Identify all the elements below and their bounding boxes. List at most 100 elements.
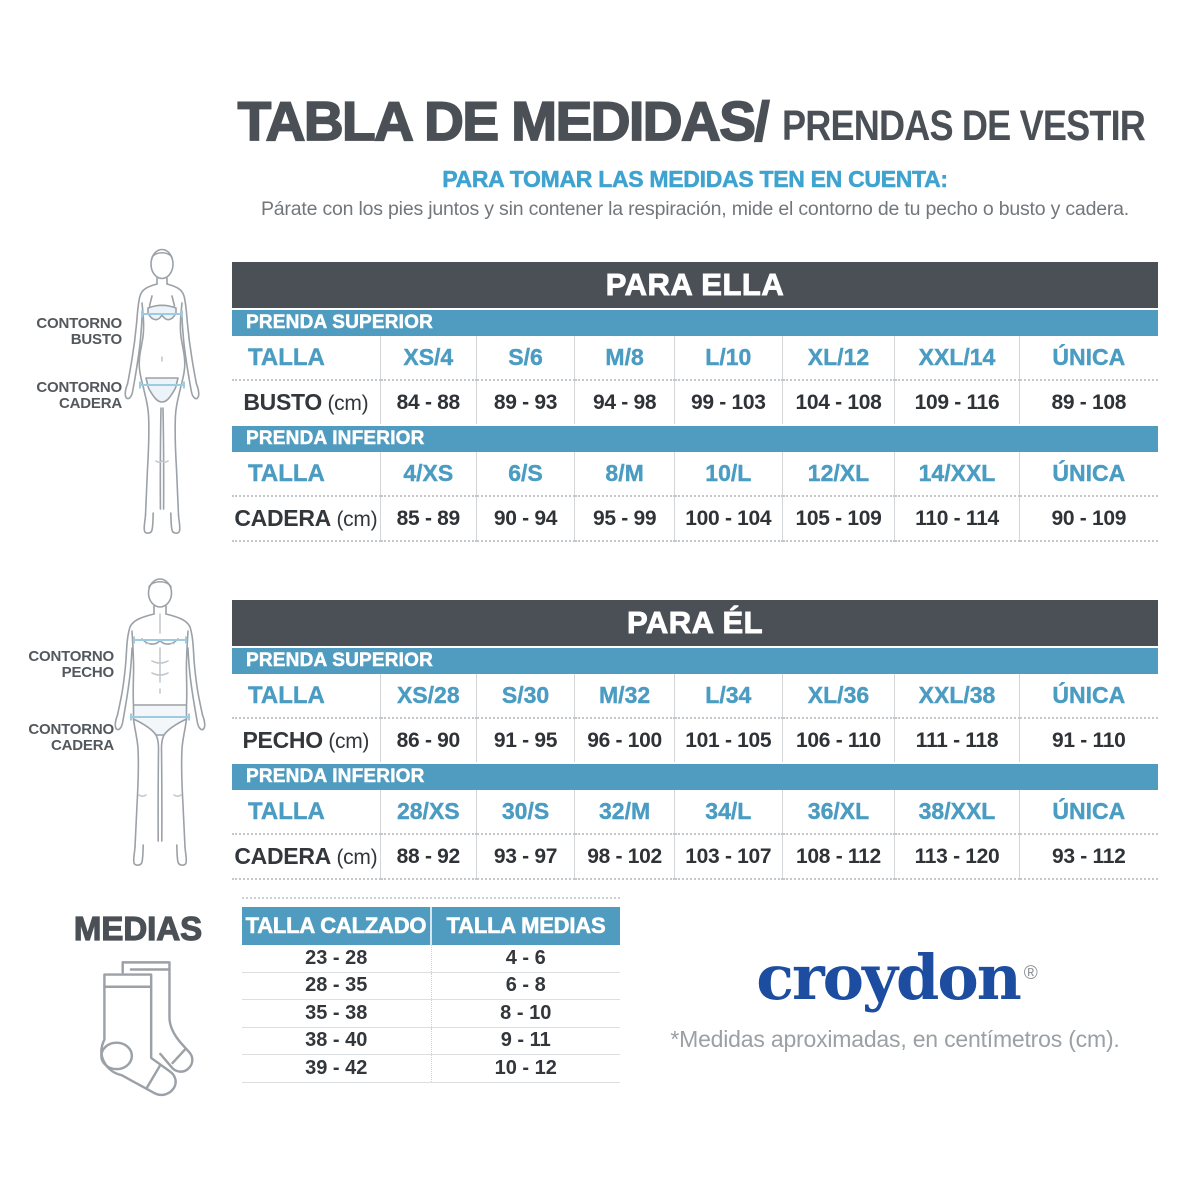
medias-row: 28 - 35 6 - 8	[242, 972, 621, 1000]
size-cell: 28/XS	[379, 790, 477, 835]
measure-unit: (cm)	[330, 508, 378, 531]
section-band-ella-0: PRENDA SUPERIOR	[232, 310, 1158, 336]
measure-value-cell: 110 - 114	[894, 496, 1020, 542]
page-header: TABLA DE MEDIDAS/ PRENDAS DE VESTIR PARA…	[195, 89, 1195, 221]
size-table-para-el: PARA ÉL PRENDA SUPERIOR TALLA XS/28 S/30 M/32…	[232, 600, 1158, 880]
figure-label-line: CONTORNO	[28, 648, 114, 665]
page-title: TABLA DE MEDIDAS/ PRENDAS DE VESTIR	[195, 89, 1195, 153]
medias-cell: 35 - 38	[305, 1001, 368, 1024]
size-cell: M/8	[574, 336, 675, 381]
size-header-row: TALLA XS/4 S/6 M/8 L/10 XL/12 XXL/14 ÚNICA	[232, 336, 1158, 381]
medias-cell: 6 - 8	[430, 972, 621, 999]
male-figure-illustration	[114, 578, 206, 866]
measure-value-cell: 90 - 94	[475, 496, 575, 542]
measure-value-cell: 95 - 99	[574, 496, 675, 542]
medias-cell: 9 - 11	[430, 1027, 621, 1054]
medias-cell: 39 - 42	[305, 1056, 368, 1079]
measure-name: CADERA	[234, 843, 331, 869]
figure-label-line: CONTORNO	[28, 721, 114, 738]
size-cell: ÚNICA	[1018, 336, 1158, 381]
medias-table-body: 23 - 28 4 - 6 28 - 35 6 - 8 35 - 38 8 - 10 38 …	[242, 945, 620, 1083]
figure-label-line: CADERA	[51, 736, 114, 754]
size-cell: 10/L	[674, 452, 782, 497]
measurements-note: *Medidas aproximadas, en centímetros (cm…	[670, 1026, 1120, 1052]
size-header-row: TALLA 28/XS 30/S 32/M 34/L 36/XL 38/XXL ÚNICA	[232, 790, 1158, 835]
measuring-tip-heading: PARA TOMAR LAS MEDIDAS TEN EN CUENTA:	[442, 166, 948, 193]
size-cell: L/10	[674, 336, 782, 381]
medias-cell: 23 - 28	[305, 946, 368, 969]
measure-row: CADERA (cm) 88 - 92 93 - 97 98 - 102 103 - 1…	[232, 834, 1158, 880]
measure-value-cell: 94 - 98	[574, 380, 675, 424]
size-table-para-ella: PARA ELLA PRENDA SUPERIOR TALLA XS/4 S/6 M/8 L…	[232, 262, 1158, 542]
figure-label-line: CONTORNO	[36, 315, 122, 332]
size-cell: ÚNICA	[1018, 674, 1158, 719]
registered-trademark-icon: ®	[1023, 963, 1038, 984]
size-cell: XXL/38	[894, 674, 1020, 719]
size-grid-el-0: TALLA XS/28 S/30 M/32 L/34 XL/36 XXL/38 ÚNICA PE…	[232, 674, 1158, 762]
size-label-cell: TALLA	[232, 790, 381, 835]
measure-name: BUSTO	[243, 389, 322, 415]
size-label-cell: TALLA	[232, 674, 381, 719]
measure-row: PECHO (cm) 86 - 90 91 - 95 96 - 100 101 - 10…	[232, 718, 1158, 762]
measure-name: CADERA	[234, 505, 331, 531]
measure-value-cell: 105 - 109	[781, 496, 895, 542]
size-cell: XL/12	[781, 336, 895, 381]
medias-cell: 28 - 35	[305, 974, 368, 997]
measure-label-cell: CADERA (cm)	[232, 834, 381, 880]
size-cell: L/34	[674, 674, 782, 719]
measure-value-cell: 85 - 89	[379, 496, 477, 542]
measure-value-cell: 96 - 100	[574, 718, 675, 762]
measure-label-cell: PECHO (cm)	[232, 718, 380, 762]
size-cell: 32/M	[574, 790, 675, 835]
croydon-logo: croydon ®	[630, 946, 1160, 1010]
table-title-el: PARA ÉL	[232, 600, 1158, 646]
medias-title: MEDIAS	[73, 909, 203, 947]
label-contorno-busto: CONTORNO BUSTO	[36, 316, 122, 347]
size-cell: 12/XL	[781, 452, 895, 497]
medias-table-header: TALLA CALZADO TALLA MEDIAS	[242, 907, 620, 945]
measure-name: PECHO	[242, 727, 324, 753]
page-title-sub: PRENDAS DE VESTIR	[782, 102, 1146, 150]
size-cell: S/30	[475, 674, 575, 719]
measure-value-cell: 111 - 118	[894, 718, 1020, 762]
size-cell: XS/4	[379, 336, 477, 381]
size-label-cell: TALLA	[232, 452, 381, 497]
medias-row: 23 - 28 4 - 6	[242, 945, 620, 973]
size-grid-ella-1: TALLA 4/XS 6/S 8/M 10/L 12/XL 14/XXL ÚNICA CADER…	[232, 452, 1158, 542]
measure-unit: (cm)	[330, 846, 378, 869]
measure-value-cell: 84 - 88	[379, 380, 477, 424]
measure-value-cell: 108 - 112	[781, 834, 895, 880]
measure-unit: (cm)	[322, 730, 370, 753]
medias-top-divider	[242, 897, 620, 899]
section-band-el-0: PRENDA SUPERIOR	[232, 648, 1158, 674]
size-cell: M/32	[574, 674, 675, 719]
size-cell: 4/XS	[379, 452, 477, 497]
size-cell: 6/S	[475, 452, 575, 497]
size-cell: XXL/14	[894, 336, 1020, 381]
measure-value-cell: 101 - 105	[674, 718, 782, 762]
label-contorno-cadera-male: CONTORNO CADERA	[28, 722, 114, 753]
figure-label-line: BUSTO	[70, 330, 122, 348]
size-cell: S/6	[475, 336, 575, 381]
socks-icon	[100, 961, 194, 1097]
measure-value-cell: 88 - 92	[379, 834, 477, 880]
medias-column-header: TALLA MEDIAS	[430, 907, 620, 945]
size-cell: 38/XXL	[894, 790, 1020, 835]
measure-value-cell: 89 - 93	[475, 380, 575, 424]
figure-label-line: CADERA	[59, 394, 122, 412]
measure-value-cell: 99 - 103	[674, 380, 782, 424]
measure-value-cell: 100 - 104	[674, 496, 782, 542]
measure-row: CADERA (cm) 85 - 89 90 - 94 95 - 99 100 - 10…	[232, 496, 1158, 542]
measure-value-cell: 91 - 95	[475, 718, 575, 762]
measure-value-cell: 89 - 108	[1018, 380, 1158, 424]
size-cell: ÚNICA	[1018, 452, 1158, 497]
label-contorno-cadera-female: CONTORNO CADERA	[36, 380, 122, 411]
medias-size-table: TALLA CALZADO TALLA MEDIAS 23 - 28 4 - 6 28…	[242, 897, 620, 1083]
medias-cell: 38 - 40	[305, 1029, 368, 1052]
measure-value-cell: 90 - 109	[1018, 496, 1158, 542]
size-grid-el-1: TALLA 28/XS 30/S 32/M 34/L 36/XL 38/XXL ÚNICA CA…	[232, 790, 1158, 880]
table-title-ella: PARA ELLA	[232, 262, 1158, 308]
size-header-row: TALLA 4/XS 6/S 8/M 10/L 12/XL 14/XXL ÚNICA	[232, 452, 1158, 497]
label-contorno-pecho: CONTORNO PECHO	[28, 649, 114, 680]
